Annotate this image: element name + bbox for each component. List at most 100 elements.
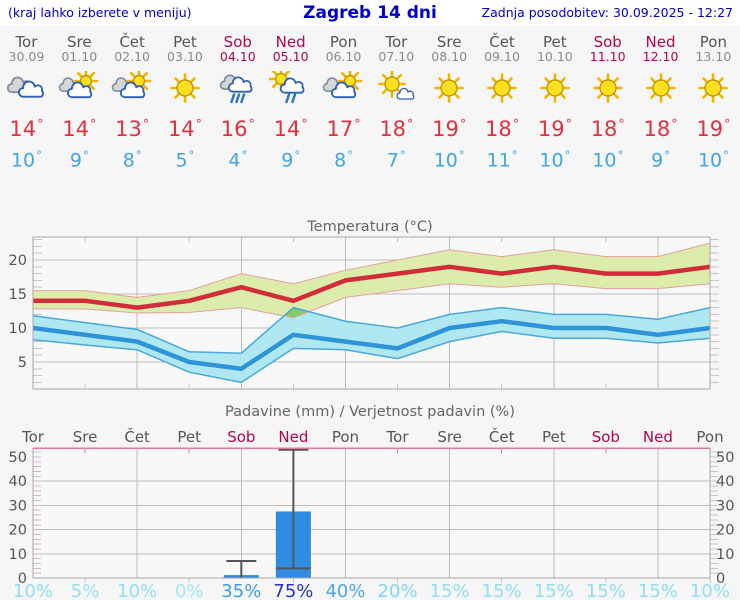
low-temp: 10° bbox=[539, 148, 571, 172]
precip-y-axis-labels: 0 0 10 10 20 20 30 30 40 40 50 50 bbox=[9, 450, 735, 587]
day-date: 13.10 bbox=[695, 49, 732, 64]
day-name: Tor bbox=[15, 33, 38, 51]
precip-day-label: Sob bbox=[227, 428, 255, 446]
sunny-icon bbox=[423, 71, 476, 107]
low-temp: 10° bbox=[433, 148, 465, 172]
precip-day-labels: Tor Sre Čet Pet Sob Ned Pon Tor Sre Čet Pet Sob Ned P… bbox=[21, 427, 724, 446]
svg-text:40: 40 bbox=[9, 474, 27, 490]
day-name: Pet bbox=[543, 33, 567, 51]
temp-min-band-upper-edge bbox=[32, 306, 711, 354]
precip-probability: 15% bbox=[482, 581, 522, 600]
svg-text:5: 5 bbox=[18, 355, 27, 371]
precip-day-label: Sob bbox=[592, 428, 620, 446]
mostly-sunny-icon bbox=[370, 71, 423, 107]
low-temp: 7° bbox=[386, 148, 406, 172]
day-date: 02.10 bbox=[114, 49, 150, 64]
day-column: Tor 30.09 14° 10° bbox=[0, 28, 53, 174]
temp-min-line bbox=[32, 318, 711, 372]
high-temp: 17° bbox=[326, 116, 361, 141]
low-temp: 9° bbox=[281, 148, 301, 172]
precip-plot-border bbox=[32, 448, 711, 579]
sun-rain-icon bbox=[264, 71, 317, 107]
day-name: Sre bbox=[436, 33, 462, 51]
day-column: Ned 12.10 18° 9° bbox=[634, 28, 687, 174]
svg-text:30: 30 bbox=[716, 498, 734, 514]
day-date: 08.10 bbox=[431, 49, 468, 64]
temp-min-band-lower-edge bbox=[32, 330, 711, 384]
day-column: Pon 13.10 19° 10° bbox=[687, 28, 740, 174]
day-name: Čet bbox=[119, 33, 145, 51]
day-date: 09.10 bbox=[484, 49, 520, 64]
svg-text:50: 50 bbox=[716, 450, 734, 466]
precip-chart-title: Padavine (mm) / Verjetnost padavin (%) bbox=[225, 404, 515, 420]
high-temp: 19° bbox=[537, 116, 572, 141]
temp-plot-border bbox=[32, 236, 711, 390]
partly-cloudy-icon bbox=[53, 71, 106, 107]
day-column: Sob 11.10 18° 10° bbox=[581, 28, 634, 174]
temp-max-band-lower-edge bbox=[33, 283, 711, 319]
temp-chart-title: Temperatura (°C) bbox=[307, 219, 433, 235]
temp-max-line bbox=[33, 264, 711, 310]
day-date: 04.10 bbox=[219, 49, 256, 64]
svg-text:10: 10 bbox=[9, 321, 27, 337]
low-temp: 10° bbox=[10, 148, 42, 172]
day-date: 30.09 bbox=[8, 49, 45, 64]
high-temp: 19° bbox=[432, 116, 467, 141]
svg-text:0: 0 bbox=[18, 571, 27, 587]
low-temp: 5° bbox=[175, 148, 195, 172]
partly-cloudy-icon bbox=[106, 71, 159, 107]
high-temp: 13° bbox=[115, 116, 150, 141]
day-column: Pet 10.10 19° 10° bbox=[528, 28, 581, 174]
day-column: Pon 06.10 17° 8° bbox=[317, 28, 370, 174]
precip-probability: 75% bbox=[273, 581, 313, 600]
precip-day-label: Ned bbox=[643, 428, 673, 446]
precip-day-label: Sre bbox=[73, 428, 98, 446]
last-update: Zadnja posodobitev: 30.09.2025 - 12:27 bbox=[481, 5, 733, 20]
svg-text:20: 20 bbox=[9, 523, 27, 539]
day-column: Čet 02.10 13° 8° bbox=[106, 28, 159, 174]
day-name: Pet bbox=[173, 33, 197, 51]
day-name: Ned bbox=[275, 33, 306, 51]
day-column: Sre 08.10 19° 10° bbox=[423, 28, 476, 174]
svg-text:10: 10 bbox=[9, 547, 27, 563]
precip-chart: 0 0 10 10 20 20 30 30 40 40 50 50 Tor Sre Čet Pet Sob Ned… bbox=[9, 427, 735, 600]
precip-day-label: Pet bbox=[177, 428, 201, 446]
day-date: 06.10 bbox=[325, 49, 362, 64]
partly-cloudy-icon bbox=[317, 71, 370, 107]
day-column: Sre 01.10 14° 9° bbox=[53, 28, 106, 174]
day-date: 11.10 bbox=[589, 49, 626, 64]
low-temp: 10° bbox=[592, 148, 624, 172]
precip-probability: 10% bbox=[690, 581, 730, 600]
precip-whiskers bbox=[226, 448, 311, 578]
svg-text:50: 50 bbox=[9, 450, 27, 466]
day-name: Sob bbox=[223, 33, 252, 51]
svg-text:30: 30 bbox=[9, 498, 27, 514]
sunny-icon bbox=[159, 71, 212, 107]
low-temp: 9° bbox=[651, 148, 670, 172]
cloudy-icon bbox=[0, 71, 53, 107]
day-name: Pon bbox=[329, 33, 358, 51]
precip-probability: 35% bbox=[221, 581, 261, 600]
precip-probability: 15% bbox=[638, 581, 678, 600]
precip-probability: 10% bbox=[117, 581, 157, 600]
precip-probability: 15% bbox=[534, 581, 574, 600]
svg-text:40: 40 bbox=[716, 474, 734, 490]
precip-day-label: Čet bbox=[124, 427, 150, 446]
day-name: Sre bbox=[66, 33, 92, 51]
precip-day-label: Tor bbox=[386, 428, 410, 446]
sunny-icon bbox=[476, 71, 529, 107]
precip-probability: 40% bbox=[325, 581, 365, 600]
high-temp: 14° bbox=[273, 116, 308, 141]
day-name: Pon bbox=[699, 33, 727, 51]
sunny-icon bbox=[581, 71, 634, 107]
high-temp: 18° bbox=[485, 116, 520, 141]
svg-text:0: 0 bbox=[716, 571, 725, 587]
low-temp: 11° bbox=[486, 148, 518, 172]
precip-probability-labels: 10% 5% 10% 0% 35% 75% 40% 20% 15% 15% 15% 15% 15% 10% bbox=[13, 581, 730, 600]
day-column: Tor 07.10 18° 7° bbox=[370, 28, 423, 174]
precip-probability: 15% bbox=[586, 581, 626, 600]
day-name: Sob bbox=[593, 33, 622, 51]
temp-max-band-upper-edge bbox=[33, 242, 711, 298]
